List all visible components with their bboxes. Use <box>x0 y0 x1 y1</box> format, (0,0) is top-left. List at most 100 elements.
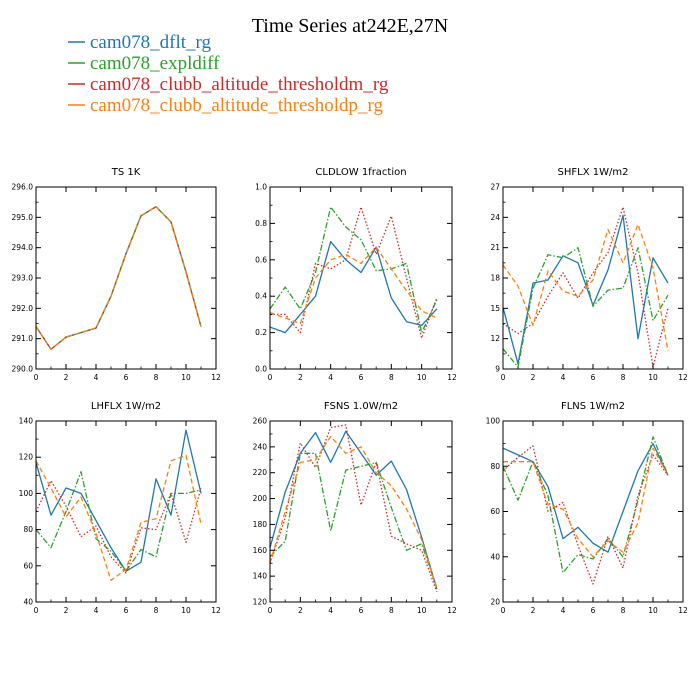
legend-label: cam078_expldiff <box>90 53 220 74</box>
legend: cam078_dflt_rgcam078_expldiffcam078_club… <box>68 32 389 116</box>
y-tick-label: 294.0 <box>12 243 34 252</box>
x-tick-label: 6 <box>124 373 129 382</box>
y-tick-label: 160 <box>253 546 268 555</box>
panels: TS 1K0 2 4 6 8 10 12290.0291.0292.0293.0294.02… <box>12 167 688 615</box>
x-tick-label: 6 <box>591 373 596 382</box>
x-tick-label: 2 <box>298 606 303 615</box>
series-group <box>503 206 669 368</box>
plot-frame <box>35 186 217 370</box>
y-tick-label: 0.2 <box>255 328 267 337</box>
x-tick-label: 10 <box>417 373 427 382</box>
x-tick-label: 2 <box>531 606 536 615</box>
series-line-1 <box>270 240 438 334</box>
y-tick-label: 240 <box>253 442 268 451</box>
chart-panel: FSNS 1.0W/m2 0 2 4 6 8 10 12 120 140 160 180 200 220 2… <box>253 401 457 615</box>
series-line-4 <box>270 435 438 590</box>
y-tick-label: 0.6 <box>255 255 267 264</box>
series-line-3 <box>36 206 202 350</box>
y-tick-label: 291.0 <box>12 334 34 343</box>
x-tick-label: 4 <box>94 373 99 382</box>
chart-panel: LHFLX 1W/m2 0 2 4 6 8 10 12 40 60 80 100 120 140 <box>19 401 221 615</box>
y-tick-label: 140 <box>253 572 268 581</box>
x-tick-label: 12 <box>447 373 457 382</box>
panel-title: TS 1K <box>111 167 141 178</box>
y-tick-label: 100 <box>486 417 501 426</box>
y-tick-label: 80 <box>490 462 500 471</box>
series-line-4 <box>36 454 202 581</box>
x-tick-label: 10 <box>417 606 427 615</box>
series-line-3 <box>503 445 669 585</box>
x-tick-label: 0 <box>268 373 273 382</box>
legend-entry: cam078_clubb_altitude_thresholdp_rg <box>68 95 384 116</box>
x-tick-label: 0 <box>268 606 273 615</box>
series-line-2 <box>503 436 669 574</box>
series-line-3 <box>36 480 202 574</box>
x-tick-label: 12 <box>678 606 688 615</box>
x-tick-label: 12 <box>447 606 457 615</box>
y-tick-label: 296.0 <box>12 183 34 192</box>
panel-title: SHFLX 1W/m2 <box>558 167 629 178</box>
y-tick-label: 260 <box>253 417 268 426</box>
plot-frame <box>269 186 453 370</box>
series-line-1 <box>36 429 202 572</box>
x-tick-label: 2 <box>531 373 536 382</box>
y-tick-label: 200 <box>253 494 268 503</box>
y-tick-label: 20 <box>490 598 500 607</box>
x-tick-label: 4 <box>561 606 566 615</box>
x-tick-label: 10 <box>648 373 658 382</box>
y-tick-label: 290.0 <box>12 365 34 374</box>
plot-frame <box>502 186 684 370</box>
x-tick-label: 12 <box>678 373 688 382</box>
legend-label: cam078_dflt_rg <box>90 32 212 53</box>
x-tick-label: 4 <box>561 373 566 382</box>
y-tick-label: 0.8 <box>255 219 267 228</box>
y-tick-label: 60 <box>23 561 33 570</box>
legend-entry: cam078_expldiff <box>68 53 220 74</box>
y-tick-label: 40 <box>23 598 33 607</box>
x-tick-label: 12 <box>211 606 221 615</box>
x-tick-label: 2 <box>64 606 69 615</box>
y-tick-label: 0.4 <box>255 292 267 301</box>
x-tick-label: 4 <box>328 606 333 615</box>
y-tick-label: 120 <box>253 598 268 607</box>
series-line-4 <box>503 223 669 351</box>
y-tick-label: 140 <box>19 417 34 426</box>
x-tick-label: 8 <box>389 606 394 615</box>
x-tick-label: 4 <box>328 373 333 382</box>
y-tick-label: 60 <box>490 507 500 516</box>
y-tick-label: 24 <box>490 213 500 222</box>
chart-panel: FLNS 1W/m2 0 2 4 6 8 10 12 20 40 60 80 100 <box>486 401 688 615</box>
y-tick-label: 9 <box>495 365 500 374</box>
series-line-4 <box>270 246 438 325</box>
x-tick-label: 6 <box>359 373 364 382</box>
y-tick-label: 1.0 <box>255 183 267 192</box>
x-tick-label: 0 <box>501 606 506 615</box>
panel-title: CLDLOW 1fraction <box>315 167 406 178</box>
x-tick-label: 0 <box>34 606 39 615</box>
panel-title: FSNS 1.0W/m2 <box>324 401 398 412</box>
x-tick-label: 0 <box>501 373 506 382</box>
y-tick-label: 40 <box>490 552 500 561</box>
series-line-1 <box>503 214 669 365</box>
y-tick-label: 100 <box>19 489 34 498</box>
x-tick-label: 8 <box>621 606 626 615</box>
x-tick-label: 6 <box>124 606 129 615</box>
series-line-4 <box>36 206 202 350</box>
series-line-2 <box>503 247 669 368</box>
y-tick-label: 12 <box>490 334 500 343</box>
legend-label: cam078_clubb_altitude_thresholdm_rg <box>90 74 389 95</box>
y-tick-label: 120 <box>19 453 34 462</box>
legend-entry: cam078_dflt_rg <box>68 32 212 53</box>
y-tick-label: 293.0 <box>12 274 34 283</box>
panel-title: FLNS 1W/m2 <box>561 401 625 412</box>
panel-title: LHFLX 1W/m2 <box>91 401 161 412</box>
series-line-4 <box>503 447 669 558</box>
figure-title: Time Series at242E,27N <box>252 15 448 37</box>
chart-panel: CLDLOW 1fraction 0 2 4 6 8 10 12 0.0 0.2 0.4 0.6 0.8… <box>255 167 457 382</box>
series-group <box>36 206 202 350</box>
series-group <box>503 436 669 585</box>
y-tick-label: 15 <box>490 304 500 313</box>
x-tick-label: 0 <box>34 373 39 382</box>
